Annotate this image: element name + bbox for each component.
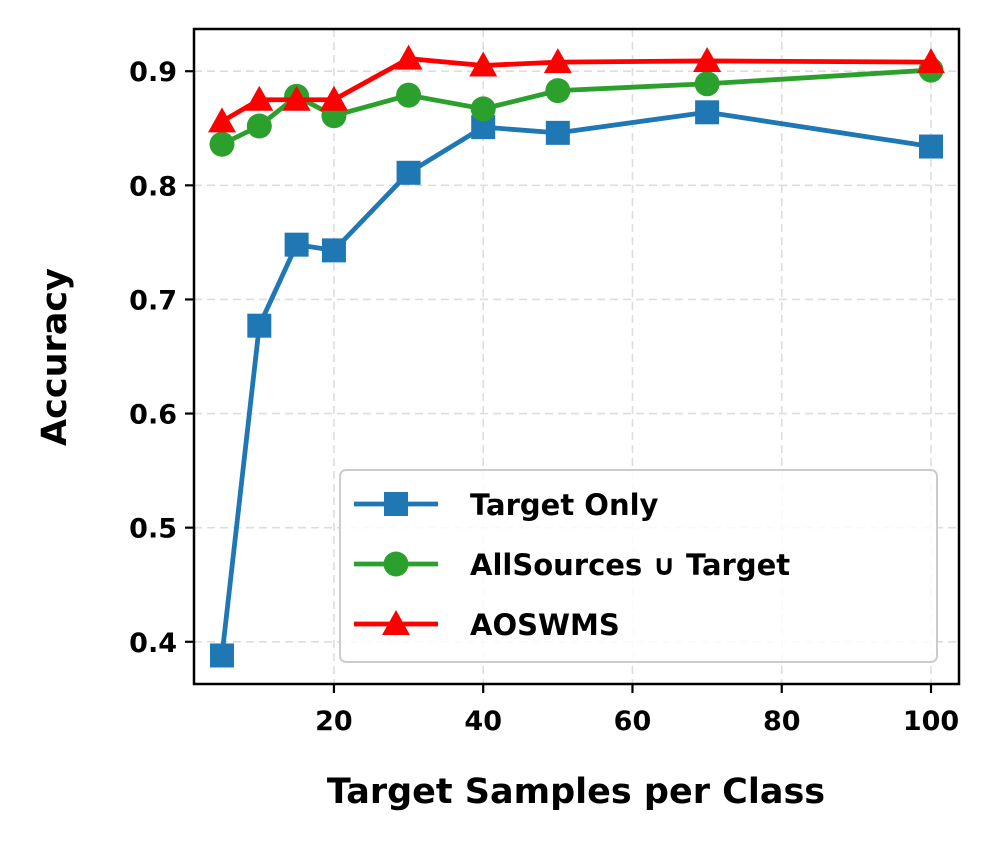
x-axis-title: Target Samples per Class [327, 772, 825, 812]
data-point-circle [694, 71, 720, 97]
data-point-square [284, 232, 309, 257]
data-point-circle [209, 131, 235, 157]
axes: 20 40 60 80 100 0.4 0.5 0.6 0.7 0.8 0.9 [129, 57, 959, 737]
y-tick-label: 0.4 [129, 628, 177, 659]
legend-label: AOSWMS [470, 608, 620, 642]
data-point-triangle [693, 46, 722, 72]
legend-label: Target Only [470, 488, 659, 522]
data-point-triangle [917, 48, 946, 74]
data-point-triangle [207, 107, 236, 133]
data-point-square [545, 120, 570, 145]
data-point-triangle [282, 85, 311, 111]
y-tick-label: 0.8 [129, 171, 177, 202]
legend-marker [382, 610, 410, 635]
legend-box [339, 469, 938, 663]
data-point-triangle [319, 85, 348, 111]
data-point-circle [470, 96, 496, 122]
data-point-square [209, 643, 234, 668]
y-axis-title: Accuracy [35, 268, 75, 446]
y-tick-label: 0.5 [129, 514, 177, 545]
data-point-triangle [543, 48, 572, 74]
y-tick-label: 0.7 [129, 285, 177, 316]
legend-marker [384, 492, 408, 516]
y-tick-label: 0.6 [129, 400, 177, 431]
data-point-square [396, 160, 421, 185]
y-tick-label: 0.9 [129, 57, 177, 88]
x-tick-label: 100 [903, 706, 959, 737]
data-point-square [247, 313, 272, 338]
plot-frame [192, 27, 961, 686]
data-point-circle [545, 78, 571, 104]
data-point-triangle [469, 51, 498, 77]
legend-label: AllSources ∪ Target [470, 548, 790, 582]
data-point-triangle [394, 44, 423, 70]
x-tick-label: 40 [464, 706, 502, 737]
legend-marker [383, 551, 409, 577]
legend: Target Only AllSources ∪ Target AOSWMS [339, 469, 938, 663]
series-layer [207, 44, 946, 668]
data-point-square [695, 100, 720, 125]
data-point-square [919, 134, 944, 159]
x-tick-label: 80 [763, 706, 801, 737]
data-point-triangle [245, 85, 274, 111]
x-tick-label: 20 [315, 706, 353, 737]
data-point-circle [246, 113, 272, 139]
x-tick-label: 60 [614, 706, 652, 737]
data-point-circle [396, 82, 422, 108]
data-point-square [321, 238, 346, 263]
